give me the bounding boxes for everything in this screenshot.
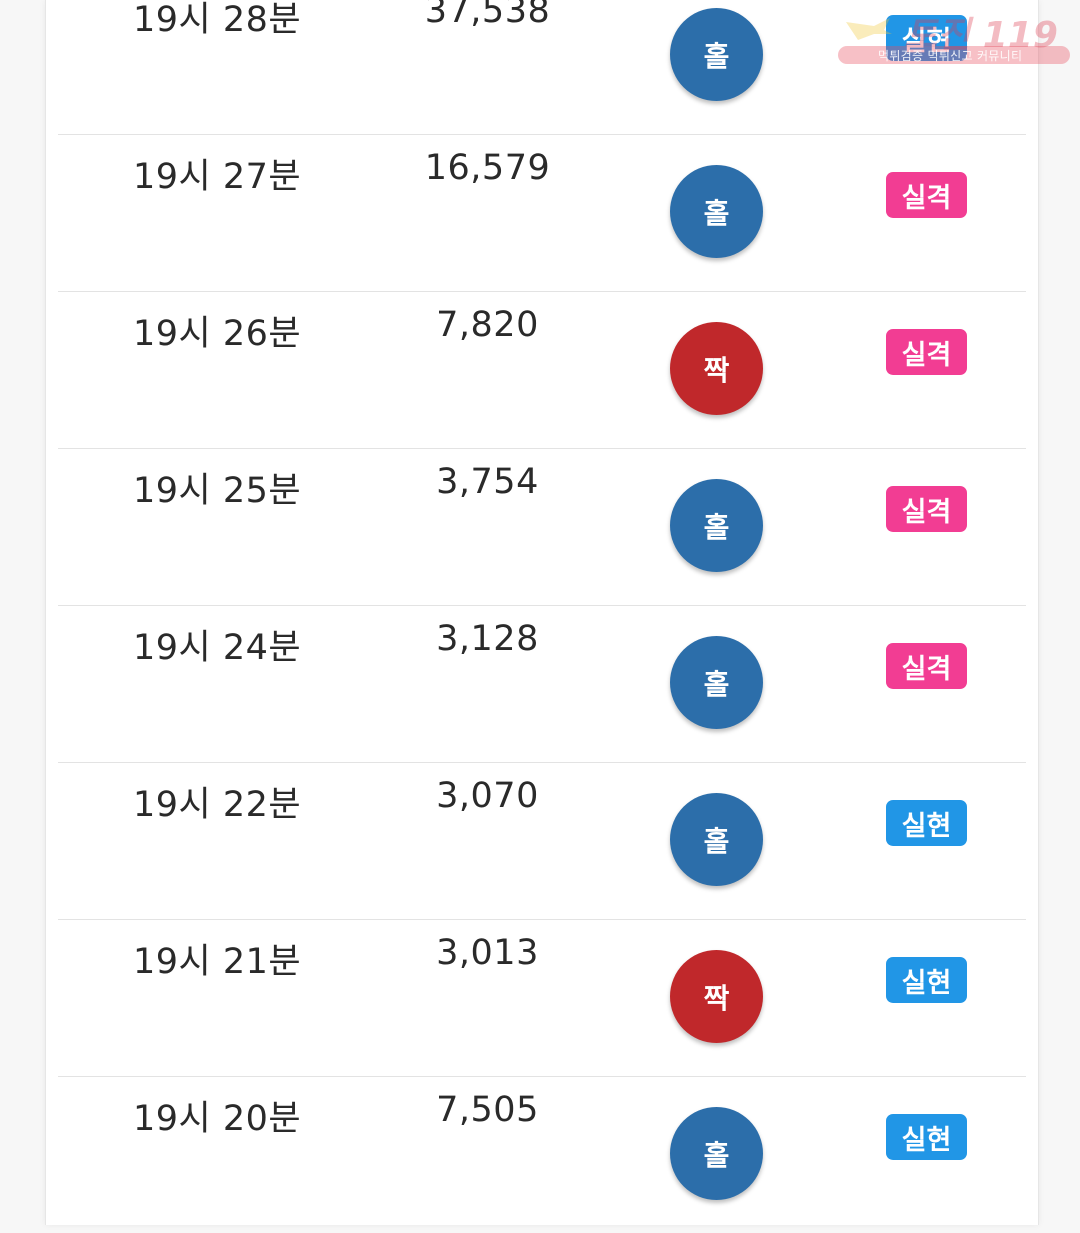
row-number: 7,820 — [436, 305, 539, 345]
table-row: 19시 26분 7,820 짝 실격 — [58, 291, 1026, 449]
result-badge: 실격 — [886, 486, 967, 532]
row-time: 19시 22분 — [133, 785, 302, 825]
result-badge: 실현 — [886, 957, 967, 1003]
row-time: 19시 27분 — [133, 157, 302, 197]
table-row: 19시 28분 37,538 홀 실현 — [58, 0, 1026, 135]
odd-ball-icon: 홀 — [670, 793, 763, 886]
even-ball-icon: 짝 — [670, 950, 763, 1043]
table-row: 19시 24분 3,128 홀 실격 — [58, 605, 1026, 763]
row-number: 7,505 — [436, 1090, 539, 1130]
odd-ball-icon: 홀 — [670, 479, 763, 572]
table-row: 19시 22분 3,070 홀 실현 — [58, 762, 1026, 920]
row-number: 37,538 — [424, 0, 551, 31]
row-time: 19시 21분 — [133, 942, 302, 982]
even-ball-icon: 짝 — [670, 322, 763, 415]
row-number: 3,070 — [436, 776, 539, 816]
result-badge: 실현 — [886, 15, 967, 61]
odd-ball-icon: 홀 — [670, 165, 763, 258]
table-row: 19시 27분 16,579 홀 실격 — [58, 134, 1026, 292]
row-time: 19시 24분 — [133, 628, 302, 668]
result-badge: 실격 — [886, 643, 967, 689]
result-badge: 실격 — [886, 172, 967, 218]
result-badge: 실현 — [886, 800, 967, 846]
row-time: 19시 25분 — [133, 471, 302, 511]
table-row: 19시 25분 3,754 홀 실격 — [58, 448, 1026, 606]
table-row: 19시 20분 7,505 홀 실현 — [58, 1076, 1026, 1233]
row-number: 16,579 — [424, 148, 551, 188]
odd-ball-icon: 홀 — [670, 1107, 763, 1200]
row-time: 19시 20분 — [133, 1099, 302, 1139]
result-badge: 실현 — [886, 1114, 967, 1160]
result-badge: 실격 — [886, 329, 967, 375]
results-card: 19시 28분 37,538 홀 실현 19시 27분 16,579 홀 실격 … — [45, 0, 1039, 1225]
row-number: 3,128 — [436, 619, 539, 659]
odd-ball-icon: 홀 — [670, 8, 763, 101]
odd-ball-icon: 홀 — [670, 636, 763, 729]
table-row: 19시 21분 3,013 짝 실현 — [58, 919, 1026, 1077]
row-number: 3,013 — [436, 933, 539, 973]
row-time: 19시 26분 — [133, 314, 302, 354]
row-time: 19시 28분 — [133, 0, 302, 40]
row-number: 3,754 — [436, 462, 539, 502]
